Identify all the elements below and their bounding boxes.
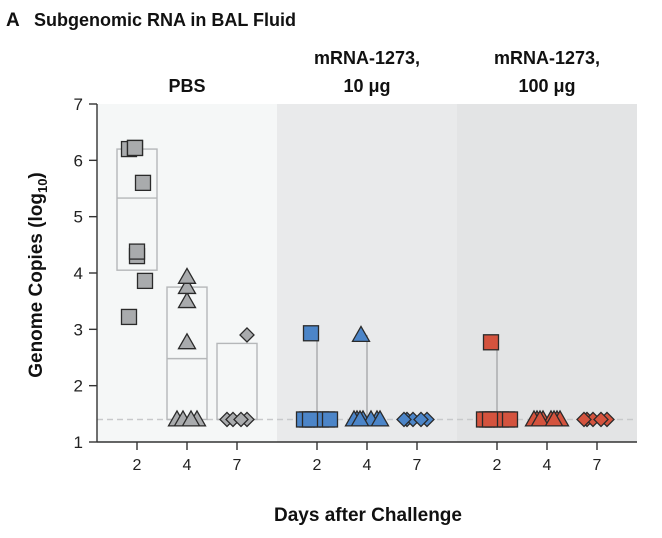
triangle-point [530, 409, 550, 427]
diamond-point [576, 411, 592, 428]
triangle-point [181, 409, 201, 427]
square-point [134, 174, 152, 192]
panel-letter: A [6, 10, 20, 31]
triangle-point [177, 277, 197, 295]
x-tick-label: 4 [363, 457, 372, 474]
x-tick-label: 7 [593, 457, 602, 474]
square-point [301, 411, 319, 428]
x-tick-label: 2 [133, 457, 142, 474]
diamond-point [396, 411, 412, 428]
triangle-point [350, 409, 370, 427]
square-point [136, 272, 154, 290]
square-point [128, 243, 146, 260]
diamond-point [233, 411, 249, 428]
y-tick-label: 1 [74, 433, 83, 452]
data-points [120, 139, 615, 428]
axes: 1 2 3 4 5 6 7 2 4 7 2 4 7 2 4 7 [74, 95, 637, 474]
triangle-point [177, 267, 197, 284]
square-point [126, 139, 144, 157]
group-backgrounds [97, 104, 637, 442]
square-point [321, 411, 339, 428]
x-tick-label: 2 [493, 457, 502, 474]
triangle-point [544, 409, 564, 427]
x-tick-label: 2 [313, 457, 322, 474]
y-tick-label: 3 [74, 320, 83, 339]
diamond-point [239, 327, 255, 343]
group-background [457, 104, 637, 442]
diamond-point [413, 411, 429, 428]
square-point [482, 334, 500, 351]
group-label: 100 μg [518, 76, 575, 96]
y-tick-label: 2 [74, 377, 83, 396]
x-tick-label: 7 [233, 457, 242, 474]
square-point [120, 308, 138, 326]
group-label: mRNA-1273, [314, 48, 420, 68]
square-point [501, 411, 519, 428]
x-tick-label: 4 [183, 457, 192, 474]
x-axis-label: Days after Challenge [274, 505, 462, 526]
square-point [481, 411, 499, 428]
y-axis-label: Genome Copies (log10) [26, 172, 50, 378]
triangle-point [177, 291, 197, 309]
y-tick-label: 5 [74, 208, 83, 227]
x-tick-label: 7 [413, 457, 422, 474]
group-labels: PBS mRNA-1273, 10 μg mRNA-1273, 100 μg [168, 48, 600, 96]
x-tick-label: 4 [543, 457, 552, 474]
square-point [302, 325, 320, 342]
group-label: PBS [168, 76, 205, 96]
figure-title: Subgenomic RNA in BAL Fluid [34, 10, 296, 30]
triangle-point [370, 409, 390, 427]
triangle-point [177, 332, 197, 350]
group-label: mRNA-1273, [494, 48, 600, 68]
y-tick-label: 7 [74, 95, 83, 114]
group-label: 10 μg [343, 76, 390, 96]
y-tick-label: 6 [74, 151, 83, 170]
y-tick-label: 4 [74, 264, 83, 283]
diamond-point [593, 411, 609, 428]
triangle-point [351, 325, 371, 342]
